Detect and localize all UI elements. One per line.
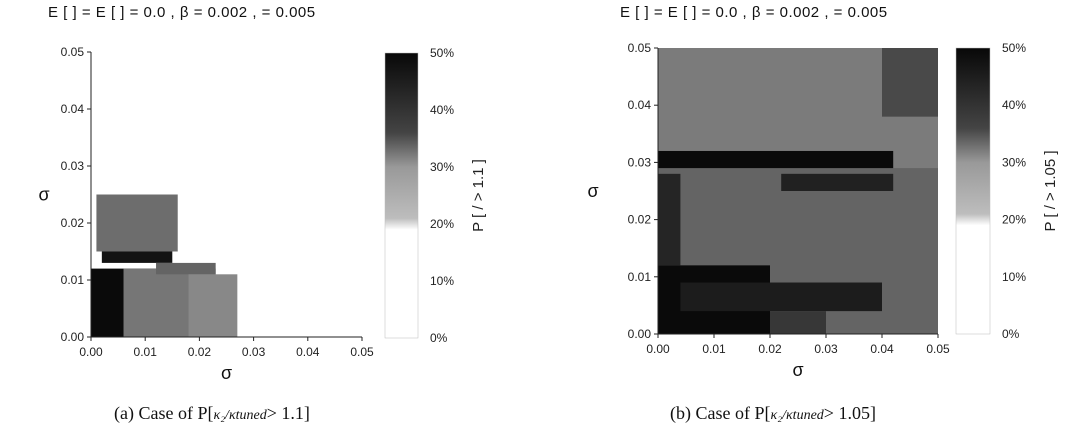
heatmap-cell-4 <box>781 173 894 191</box>
chart-b-caption: (b) Case of P[κ₂/κtuned> 1.05] <box>670 403 876 423</box>
colorbar-tick-label: 10% <box>430 274 454 288</box>
colorbar-tick-label: 50% <box>430 46 454 60</box>
heatmap-cell-3 <box>101 251 173 263</box>
chart-a-title: E [ ] = E [ ] = 0.0 , β = 0.002 , = 0.00… <box>48 4 316 21</box>
chart-a-caption: (a) Case of P[κ₂/κtuned> 1.1] <box>114 403 310 423</box>
x-tick-label: 0.03 <box>814 342 838 356</box>
y-tick-label: 0.02 <box>61 216 85 230</box>
x-tick-label: 0.03 <box>242 345 266 359</box>
y-axis-label: σ <box>38 185 49 205</box>
colorbar-label: P [ / > 1.05 ] <box>1042 150 1059 231</box>
y-tick-label: 0.02 <box>628 213 652 227</box>
y-axis-label: σ <box>587 181 598 201</box>
chart-panel-a: E [ ] = E [ ] = 0.0 , β = 0.002 , = 0.00… <box>0 0 532 432</box>
y-tick-label: 0.05 <box>628 41 652 55</box>
colorbar-tick-label: 40% <box>430 103 454 117</box>
heatmap-cell-8 <box>658 173 681 266</box>
x-axis-label: σ <box>792 360 803 380</box>
heatmap-cell-6 <box>156 262 216 275</box>
x-tick-label: 0.02 <box>758 342 782 356</box>
chart-a-svg: 0.00 0.01 0.02 0.03 0.04 0.05 0.00 0.01 0.02 0.03… <box>38 45 487 383</box>
x-tick-label: 0.05 <box>350 345 374 359</box>
y-tick-label: 0.03 <box>61 159 85 173</box>
colorbar-tick-label: 40% <box>1002 98 1026 112</box>
y-tick-label: 0.04 <box>628 98 652 112</box>
y-tick-label: 0.00 <box>61 330 85 344</box>
colorbar-tick-label: 0% <box>1002 327 1020 341</box>
colorbar-tick-label: 20% <box>430 217 454 231</box>
y-tick-label: 0.03 <box>628 155 652 169</box>
colorbar-tick-label: 20% <box>1002 213 1026 227</box>
colorbar-tick-label: 30% <box>430 160 454 174</box>
chart-b-title: E [ ] = E [ ] = 0.0 , β = 0.002 , = 0.00… <box>620 4 888 21</box>
y-tick-label: 0.00 <box>628 327 652 341</box>
colorbar-tick-label: 30% <box>1002 155 1026 169</box>
heatmap-cell-4 <box>96 194 178 252</box>
heatmap-cell-2 <box>882 48 938 117</box>
x-tick-label: 0.01 <box>702 342 726 356</box>
x-axis-label: σ <box>221 363 232 383</box>
y-tick-label: 0.01 <box>61 273 85 287</box>
heatmap-cell-3 <box>658 150 894 169</box>
colorbar-tick-label: 50% <box>1002 41 1026 55</box>
x-tick-label: 0.00 <box>646 342 670 356</box>
x-tick-label: 0.05 <box>926 342 950 356</box>
y-tick-label: 0.04 <box>61 102 85 116</box>
colorbar-tick-label: 0% <box>430 331 448 345</box>
colorbar-label: P [ / > 1.1 ] <box>470 159 487 232</box>
x-tick-label: 0.02 <box>188 345 212 359</box>
y-tick-label: 0.01 <box>628 270 652 284</box>
x-tick-label: 0.00 <box>79 345 103 359</box>
y-tick-label: 0.05 <box>61 45 85 59</box>
colorbar <box>384 52 419 339</box>
x-tick-label: 0.04 <box>296 345 320 359</box>
heatmap-cell-6 <box>680 282 882 312</box>
colorbar <box>955 47 991 335</box>
heatmap-cell-7 <box>188 274 238 337</box>
colorbar-tick-label: 10% <box>1002 270 1026 284</box>
chart-b-svg: 0.00 0.01 0.02 0.03 0.04 0.05 0.00 0.01 0.02 0.03… <box>587 41 1059 380</box>
x-tick-label: 0.04 <box>870 342 894 356</box>
heatmap-cell-7 <box>770 311 826 334</box>
x-tick-label: 0.01 <box>134 345 158 359</box>
chart-panel-b: E [ ] = E [ ] = 0.0 , β = 0.002 , = 0.00… <box>533 0 1065 432</box>
